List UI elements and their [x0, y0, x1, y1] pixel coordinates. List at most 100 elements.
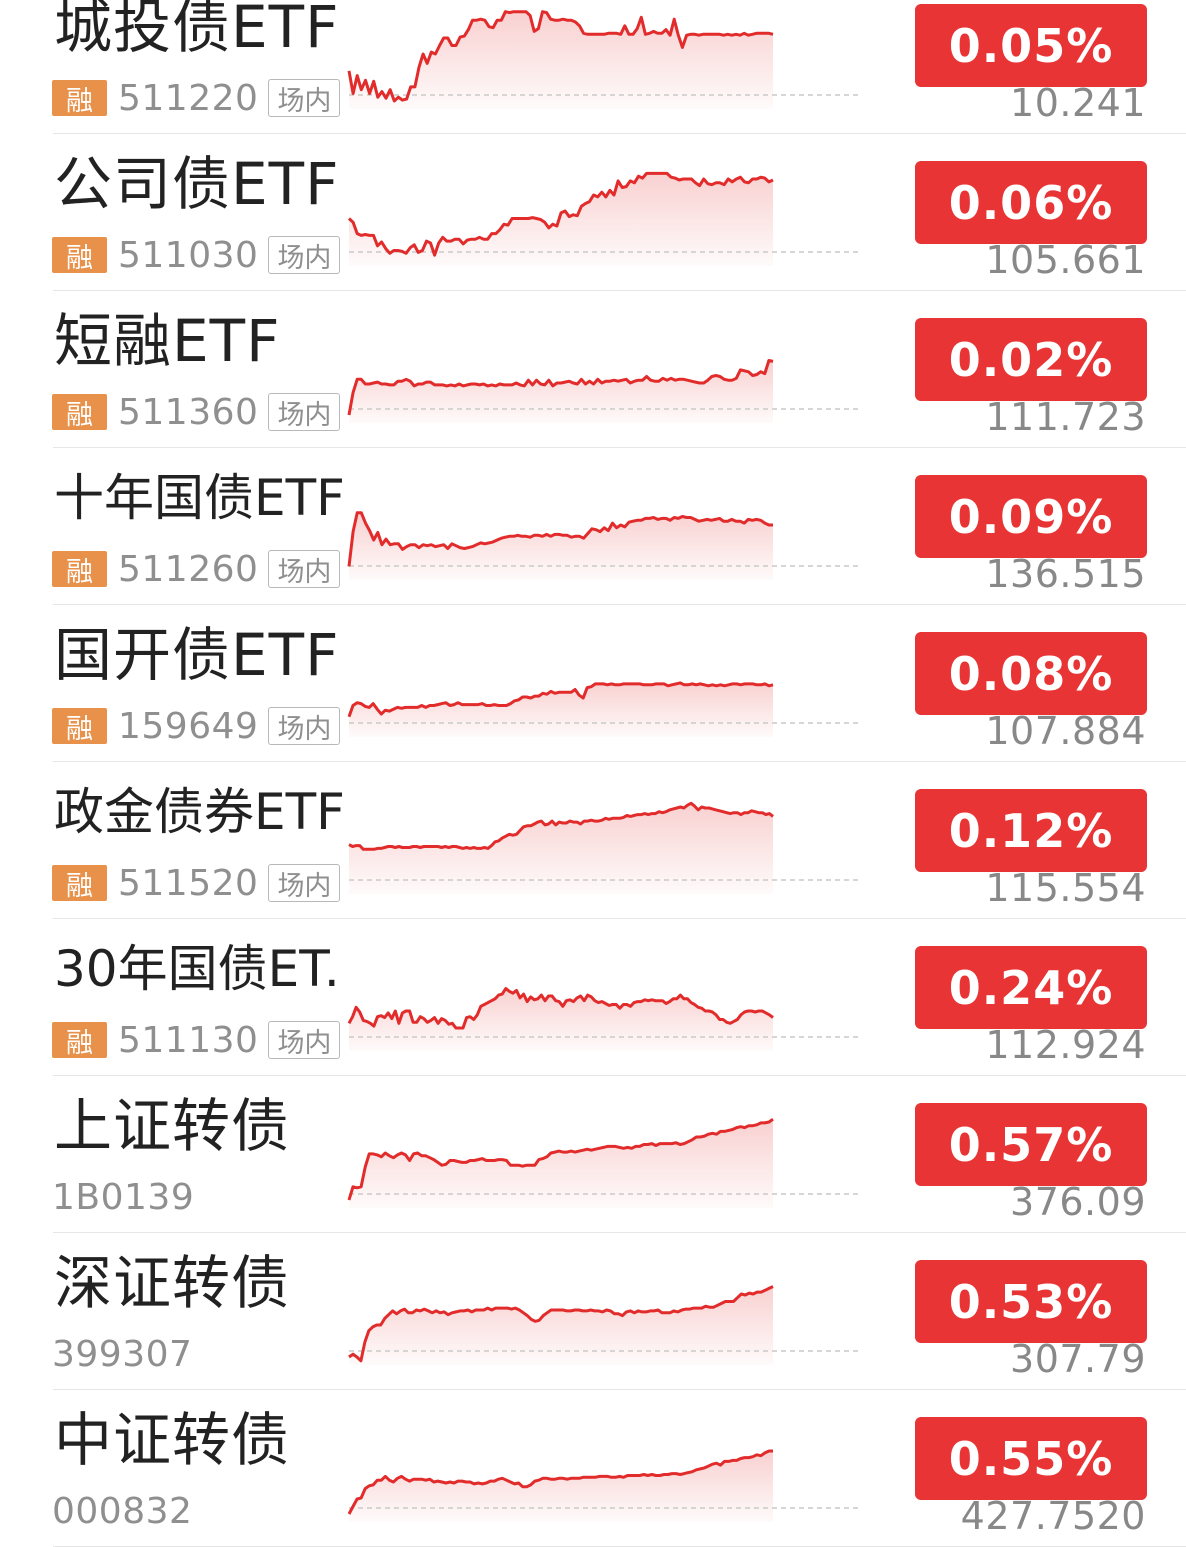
- security-code: 511220: [118, 77, 259, 119]
- intraday-sparkline: [347, 511, 858, 580]
- sparkline-area: [349, 512, 773, 580]
- intraday-sparkline: [347, 10, 858, 110]
- row-divider: [53, 761, 1186, 762]
- change-badge[interactable]: 0.09%: [915, 475, 1147, 558]
- list-item[interactable]: 国开债ETF 融 159649 场内 0.08% 107.884: [0, 605, 1186, 762]
- security-name: 上证转债: [54, 1092, 291, 1160]
- list-item[interactable]: 十年国债ETF 融 511260 场内 0.09% 136.515: [0, 448, 1186, 605]
- venue-tag: 场内: [268, 550, 341, 588]
- sparkline-line: [347, 1117, 774, 1201]
- row-divider: [53, 918, 1186, 919]
- sparkline-area: [349, 1451, 773, 1522]
- security-name: 公司债ETF: [54, 150, 340, 218]
- list-item[interactable]: 30年国债ET... 融 511130 场内 0.24% 112.924: [0, 919, 1186, 1076]
- latest-price: 10.241: [1010, 81, 1146, 125]
- sparkline-area: [349, 173, 773, 266]
- sparkline-area: [349, 11, 773, 110]
- intraday-sparkline: [348, 801, 858, 894]
- security-name: 30年国债ET...: [54, 940, 344, 998]
- security-meta: 融 511360 场内: [52, 390, 341, 434]
- margin-tag: 融: [52, 237, 107, 274]
- sparkline-line: [347, 171, 774, 257]
- sparkline-line: [348, 1285, 774, 1363]
- latest-price: 112.924: [985, 1023, 1146, 1067]
- change-badge[interactable]: 0.08%: [915, 632, 1147, 715]
- list-item[interactable]: 短融ETF 融 511360 场内 0.02% 111.723: [0, 291, 1186, 448]
- change-badge[interactable]: 0.02%: [915, 318, 1147, 401]
- security-name: 深证转债: [54, 1249, 291, 1317]
- margin-tag: 融: [52, 394, 107, 431]
- security-name: 中证转债: [54, 1406, 291, 1474]
- sparkline-line: [347, 987, 774, 1030]
- latest-price: 115.554: [985, 866, 1146, 910]
- security-meta: 399307: [52, 1332, 192, 1376]
- venue-tag: 场内: [268, 1021, 341, 1059]
- venue-tag: 场内: [268, 79, 341, 117]
- list-item[interactable]: 上证转债 1B0139 0.57% 376.09: [0, 1076, 1186, 1233]
- security-name: 国开债ETF: [54, 621, 340, 689]
- venue-tag: 场内: [268, 707, 341, 745]
- latest-price: 307.79: [1010, 1337, 1146, 1381]
- row-divider: [53, 604, 1186, 605]
- row-divider: [53, 290, 1186, 291]
- change-badge[interactable]: 0.57%: [915, 1103, 1147, 1186]
- latest-price: 427.7520: [960, 1494, 1146, 1538]
- intraday-sparkline: [348, 1285, 858, 1365]
- change-badge[interactable]: 0.12%: [915, 789, 1147, 872]
- security-meta: 融 511220 场内: [52, 76, 341, 120]
- list-item[interactable]: 中证转债 000832 0.55% 427.7520: [0, 1390, 1186, 1547]
- sparkline-line: [347, 1449, 773, 1515]
- security-code: 1B0139: [52, 1176, 195, 1218]
- latest-price: 136.515: [985, 552, 1146, 596]
- security-meta: 融 511520 场内: [52, 861, 341, 905]
- security-meta: 融 511030 场内: [52, 233, 341, 277]
- sparkline-line: [347, 511, 773, 567]
- change-badge[interactable]: 0.55%: [915, 1417, 1147, 1500]
- sparkline-area: [349, 1286, 773, 1365]
- security-code: 399307: [52, 1333, 193, 1375]
- list-item[interactable]: 深证转债 399307 0.53% 307.79: [0, 1233, 1186, 1390]
- venue-tag: 场内: [268, 864, 341, 902]
- security-name: 城投债ETF: [54, 0, 340, 61]
- margin-tag: 融: [52, 865, 107, 902]
- change-badge[interactable]: 0.53%: [915, 1260, 1147, 1343]
- security-meta: 000832: [52, 1489, 192, 1533]
- latest-price: 107.884: [985, 709, 1146, 753]
- security-code: 511360: [118, 391, 259, 433]
- security-name: 政金债券ETF: [54, 783, 344, 841]
- list-item[interactable]: 城投债ETF 融 511220 场内 0.05% 10.241: [0, 0, 1186, 134]
- sparkline-line: [347, 359, 774, 416]
- sparkline-area: [349, 360, 773, 423]
- sparkline-area: [349, 803, 773, 894]
- list-item[interactable]: 公司债ETF 融 511030 场内 0.06% 105.661: [0, 134, 1186, 291]
- intraday-sparkline: [347, 681, 858, 737]
- row-divider: [53, 447, 1186, 448]
- margin-tag: 融: [52, 708, 107, 745]
- security-meta: 融 159649 场内: [52, 704, 341, 748]
- security-code: 511520: [118, 862, 259, 904]
- security-code: 511130: [118, 1019, 259, 1061]
- security-code: 000832: [52, 1490, 193, 1532]
- sparkline-line: [348, 801, 774, 851]
- change-badge[interactable]: 0.05%: [915, 4, 1147, 87]
- margin-tag: 融: [52, 80, 107, 117]
- intraday-sparkline: [347, 987, 858, 1051]
- venue-tag: 场内: [268, 393, 341, 431]
- sparkline-line: [347, 10, 774, 103]
- change-badge[interactable]: 0.24%: [915, 946, 1147, 1029]
- sparkline-area: [349, 1119, 773, 1208]
- latest-price: 111.723: [985, 395, 1146, 439]
- margin-tag: 融: [52, 551, 107, 588]
- venue-tag: 场内: [268, 236, 341, 274]
- security-meta: 1B0139: [52, 1175, 194, 1219]
- row-divider: [53, 1232, 1186, 1233]
- intraday-sparkline: [347, 171, 858, 266]
- change-badge[interactable]: 0.06%: [915, 161, 1147, 244]
- list-item[interactable]: 政金债券ETF 融 511520 场内 0.12% 115.554: [0, 762, 1186, 919]
- row-divider: [53, 1075, 1186, 1076]
- intraday-sparkline: [347, 359, 858, 423]
- security-code: 159649: [118, 705, 259, 747]
- latest-price: 105.661: [985, 238, 1146, 282]
- margin-tag: 融: [52, 1022, 107, 1059]
